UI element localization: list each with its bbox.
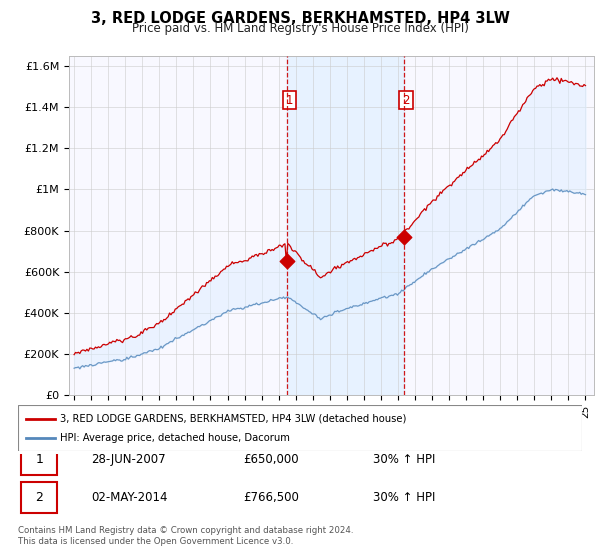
Text: 2: 2 <box>35 491 43 504</box>
Point <box>282 257 292 266</box>
Bar <box>21 445 58 475</box>
Point <box>399 233 409 242</box>
Bar <box>21 482 58 513</box>
Text: 3, RED LODGE GARDENS, BERKHAMSTED, HP4 3LW: 3, RED LODGE GARDENS, BERKHAMSTED, HP4 3… <box>91 11 509 26</box>
Text: Price paid vs. HM Land Registry's House Price Index (HPI): Price paid vs. HM Land Registry's House … <box>131 22 469 35</box>
Text: 1: 1 <box>286 94 293 106</box>
Text: 30% ↑ HPI: 30% ↑ HPI <box>373 491 436 504</box>
Text: 3, RED LODGE GARDENS, BERKHAMSTED, HP4 3LW (detached house): 3, RED LODGE GARDENS, BERKHAMSTED, HP4 3… <box>60 414 407 424</box>
Text: 28-JUN-2007: 28-JUN-2007 <box>91 454 166 466</box>
Text: £650,000: £650,000 <box>244 454 299 466</box>
Text: 30% ↑ HPI: 30% ↑ HPI <box>373 454 436 466</box>
Text: 2: 2 <box>403 94 410 106</box>
Bar <box>287 56 404 395</box>
Text: £766,500: £766,500 <box>244 491 299 504</box>
Text: Contains HM Land Registry data © Crown copyright and database right 2024.
This d: Contains HM Land Registry data © Crown c… <box>18 526 353 546</box>
Text: 1: 1 <box>35 454 43 466</box>
Text: 02-MAY-2014: 02-MAY-2014 <box>91 491 168 504</box>
Text: HPI: Average price, detached house, Dacorum: HPI: Average price, detached house, Daco… <box>60 433 290 443</box>
